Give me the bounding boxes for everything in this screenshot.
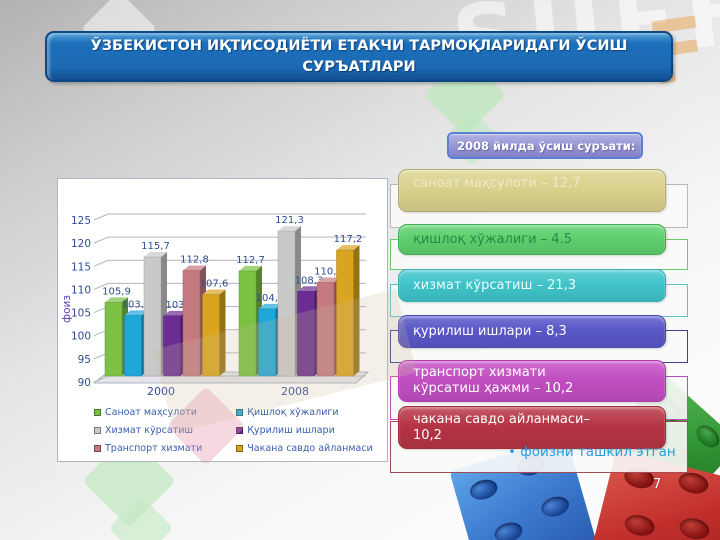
- bar-value-label: 110,2: [314, 267, 343, 278]
- lego-stud-icon: [492, 519, 525, 540]
- lego-stud-icon: [622, 512, 657, 539]
- bar-value-label: 112,8: [180, 254, 209, 265]
- bar-2000-4: 103: [163, 300, 187, 377]
- title-bar: ЎЗБЕКИСТОН ИҚТИСОДИЁТИ ЕТАКЧИ ТАРМОҚЛАРИ…: [45, 31, 673, 82]
- y-tick-label: 115: [71, 261, 91, 273]
- callout-label: қишлоқ хўжалиги – 4.5: [413, 231, 572, 247]
- chart-panel: 90 95 100 105 110 115 120 125 фоиз 105,9 103,1 115,…: [57, 178, 388, 462]
- bar-2008-6: 117,2: [334, 234, 363, 377]
- bar-value-label: 105,9: [102, 286, 131, 297]
- bar-value-label: 108,3: [295, 275, 324, 286]
- bar-value-label: 103: [165, 300, 184, 311]
- callout-box: транспорт хизмати кўрсатиш ҳажми – 10,2: [398, 360, 666, 402]
- legend-item: Қурилиш ишлари: [236, 423, 372, 438]
- x-category-label: 2000: [147, 385, 175, 398]
- callout-box: қишлоқ хўжалиги – 4.5: [398, 224, 666, 255]
- bar-value-label: 121,3: [275, 215, 304, 226]
- legend-item: Саноат маҳсулоти: [94, 405, 202, 420]
- legend-marker-icon: [236, 427, 244, 434]
- legend-label: Қишлоқ хўжалиги: [247, 407, 339, 418]
- y-tick-label: 110: [71, 284, 91, 296]
- legend-item: Хизмат кўрсатиш: [94, 423, 202, 438]
- x-category-label: 2008: [281, 385, 309, 398]
- footnote: • фоизни ташкил этган: [508, 444, 676, 460]
- lego-stud-icon: [467, 476, 500, 503]
- growth-bar-chart: 90 95 100 105 110 115 120 125 фоиз 105,9 103,1 115,…: [61, 213, 370, 398]
- callout-label: қурилиш ишлари – 8,3: [413, 323, 567, 339]
- bar-value-label: 115,7: [141, 241, 170, 252]
- legend-marker-icon: [94, 409, 101, 416]
- callout-label: чакана савдо айланмаси– 10,2: [413, 411, 590, 443]
- callout-box: хизмат кўрсатиш – 21,3: [398, 269, 666, 302]
- y-tick-label: 100: [71, 331, 91, 343]
- y-tick-label: 95: [78, 354, 91, 366]
- bar-value-label: 103,1: [122, 299, 151, 310]
- legend-marker-icon: [236, 445, 244, 452]
- y-axis-label: фоиз: [61, 295, 73, 323]
- callout-label: саноат маҳсулоти – 12,7: [413, 176, 581, 191]
- bar-value-label: 117,2: [334, 234, 363, 245]
- y-tick-label: 120: [71, 238, 91, 250]
- legend-label: Саноат маҳсулоти: [105, 407, 197, 418]
- bar-value-label: 112,7: [236, 255, 265, 266]
- legend-item: Қишлоқ хўжалиги: [236, 405, 372, 420]
- bar-value-label: 107,6: [200, 279, 229, 290]
- page-number: 7: [653, 477, 662, 492]
- legend-label: Қурилиш ишлари: [247, 425, 335, 436]
- bar-value-label: 104,5: [256, 293, 285, 304]
- callout-box: саноат маҳсулоти – 12,7: [398, 169, 666, 212]
- callout-label: транспорт хизмати кўрсатиш ҳажми – 10,2: [413, 365, 574, 396]
- lego-stud-icon: [677, 515, 712, 540]
- y-tick-label: 125: [71, 215, 91, 227]
- lego-stud-icon: [539, 493, 572, 520]
- legend-label: Транспорт хизмати: [105, 443, 203, 454]
- legend-label: Чакана савдо айланмаси: [247, 443, 373, 454]
- legend-item: Транспорт хизмати: [94, 441, 202, 456]
- legend-marker-icon: [94, 427, 101, 434]
- lego-stud-icon: [692, 420, 720, 452]
- legend-marker-icon: [94, 445, 101, 452]
- lego-stud-icon: [676, 469, 711, 497]
- callout-box: қурилиш ишлари – 8,3: [398, 315, 666, 348]
- y-tick-label: 90: [78, 377, 91, 389]
- callout-box: чакана савдо айланмаси– 10,2: [398, 406, 666, 449]
- legend-marker-icon: [236, 409, 244, 416]
- page-title: ЎЗБЕКИСТОН ИҚТИСОДИЁТИ ЕТАКЧИ ТАРМОҚЛАРИ…: [90, 38, 628, 75]
- bar-2000-6: 107,6: [200, 279, 229, 377]
- callout-label: хизмат кўрсатиш – 21,3: [413, 277, 577, 293]
- chart-legend: Саноат маҳсулоти Хизмат кўрсатиш Транспорт…: [94, 405, 373, 456]
- side-panel-header: 2008 йилда ўсиш суръати:: [447, 132, 643, 159]
- legend-item: Чакана савдо айланмаси: [236, 441, 373, 456]
- y-tick-label: 105: [71, 308, 91, 320]
- legend-label: Хизмат кўрсатиш: [105, 425, 194, 436]
